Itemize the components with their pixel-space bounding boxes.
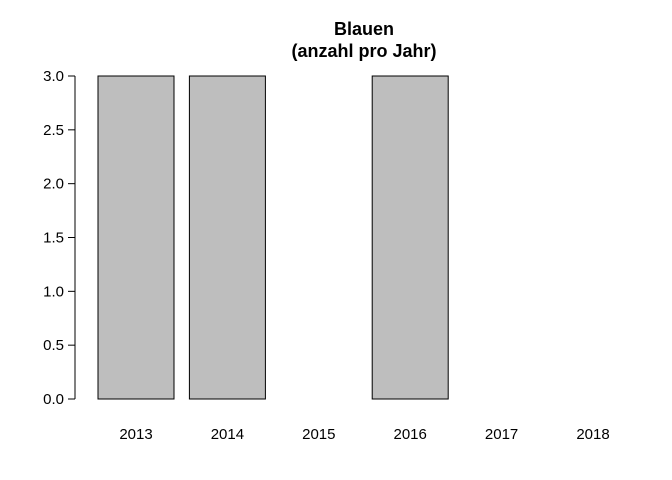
y-tick-label: 2.0 (43, 176, 64, 193)
x-tick-label-2013: 2013 (119, 426, 152, 443)
x-axis-labels: 2013 2014 2015 2016 2017 2018 (119, 426, 609, 443)
x-tick-label-2015: 2015 (302, 426, 335, 443)
y-tick-label: 0.5 (43, 337, 64, 354)
y-tick-label: 0.0 (43, 391, 64, 408)
bar-2013 (97, 75, 175, 400)
y-tick-label: 1.0 (43, 283, 64, 300)
bars-group (97, 75, 449, 400)
chart-title: Blauen (anzahl pro Jahr) (291, 19, 436, 61)
x-tick-label-2018: 2018 (576, 426, 609, 443)
x-tick-label-2016: 2016 (394, 426, 427, 443)
bar-2016 (371, 75, 449, 400)
x-tick-label-2017: 2017 (485, 426, 518, 443)
chart-title-line-1: Blauen (334, 19, 394, 39)
y-tick-label: 1.5 (43, 230, 64, 247)
chart-title-line-2: (anzahl pro Jahr) (291, 41, 436, 61)
bar-2014 (188, 75, 266, 400)
y-axis: 0.0 0.5 1.0 1.5 2.0 2.5 3.0 (43, 68, 76, 408)
y-tick-label: 2.5 (43, 122, 64, 139)
x-tick-label-2014: 2014 (211, 426, 244, 443)
y-tick-label: 3.0 (43, 68, 64, 85)
